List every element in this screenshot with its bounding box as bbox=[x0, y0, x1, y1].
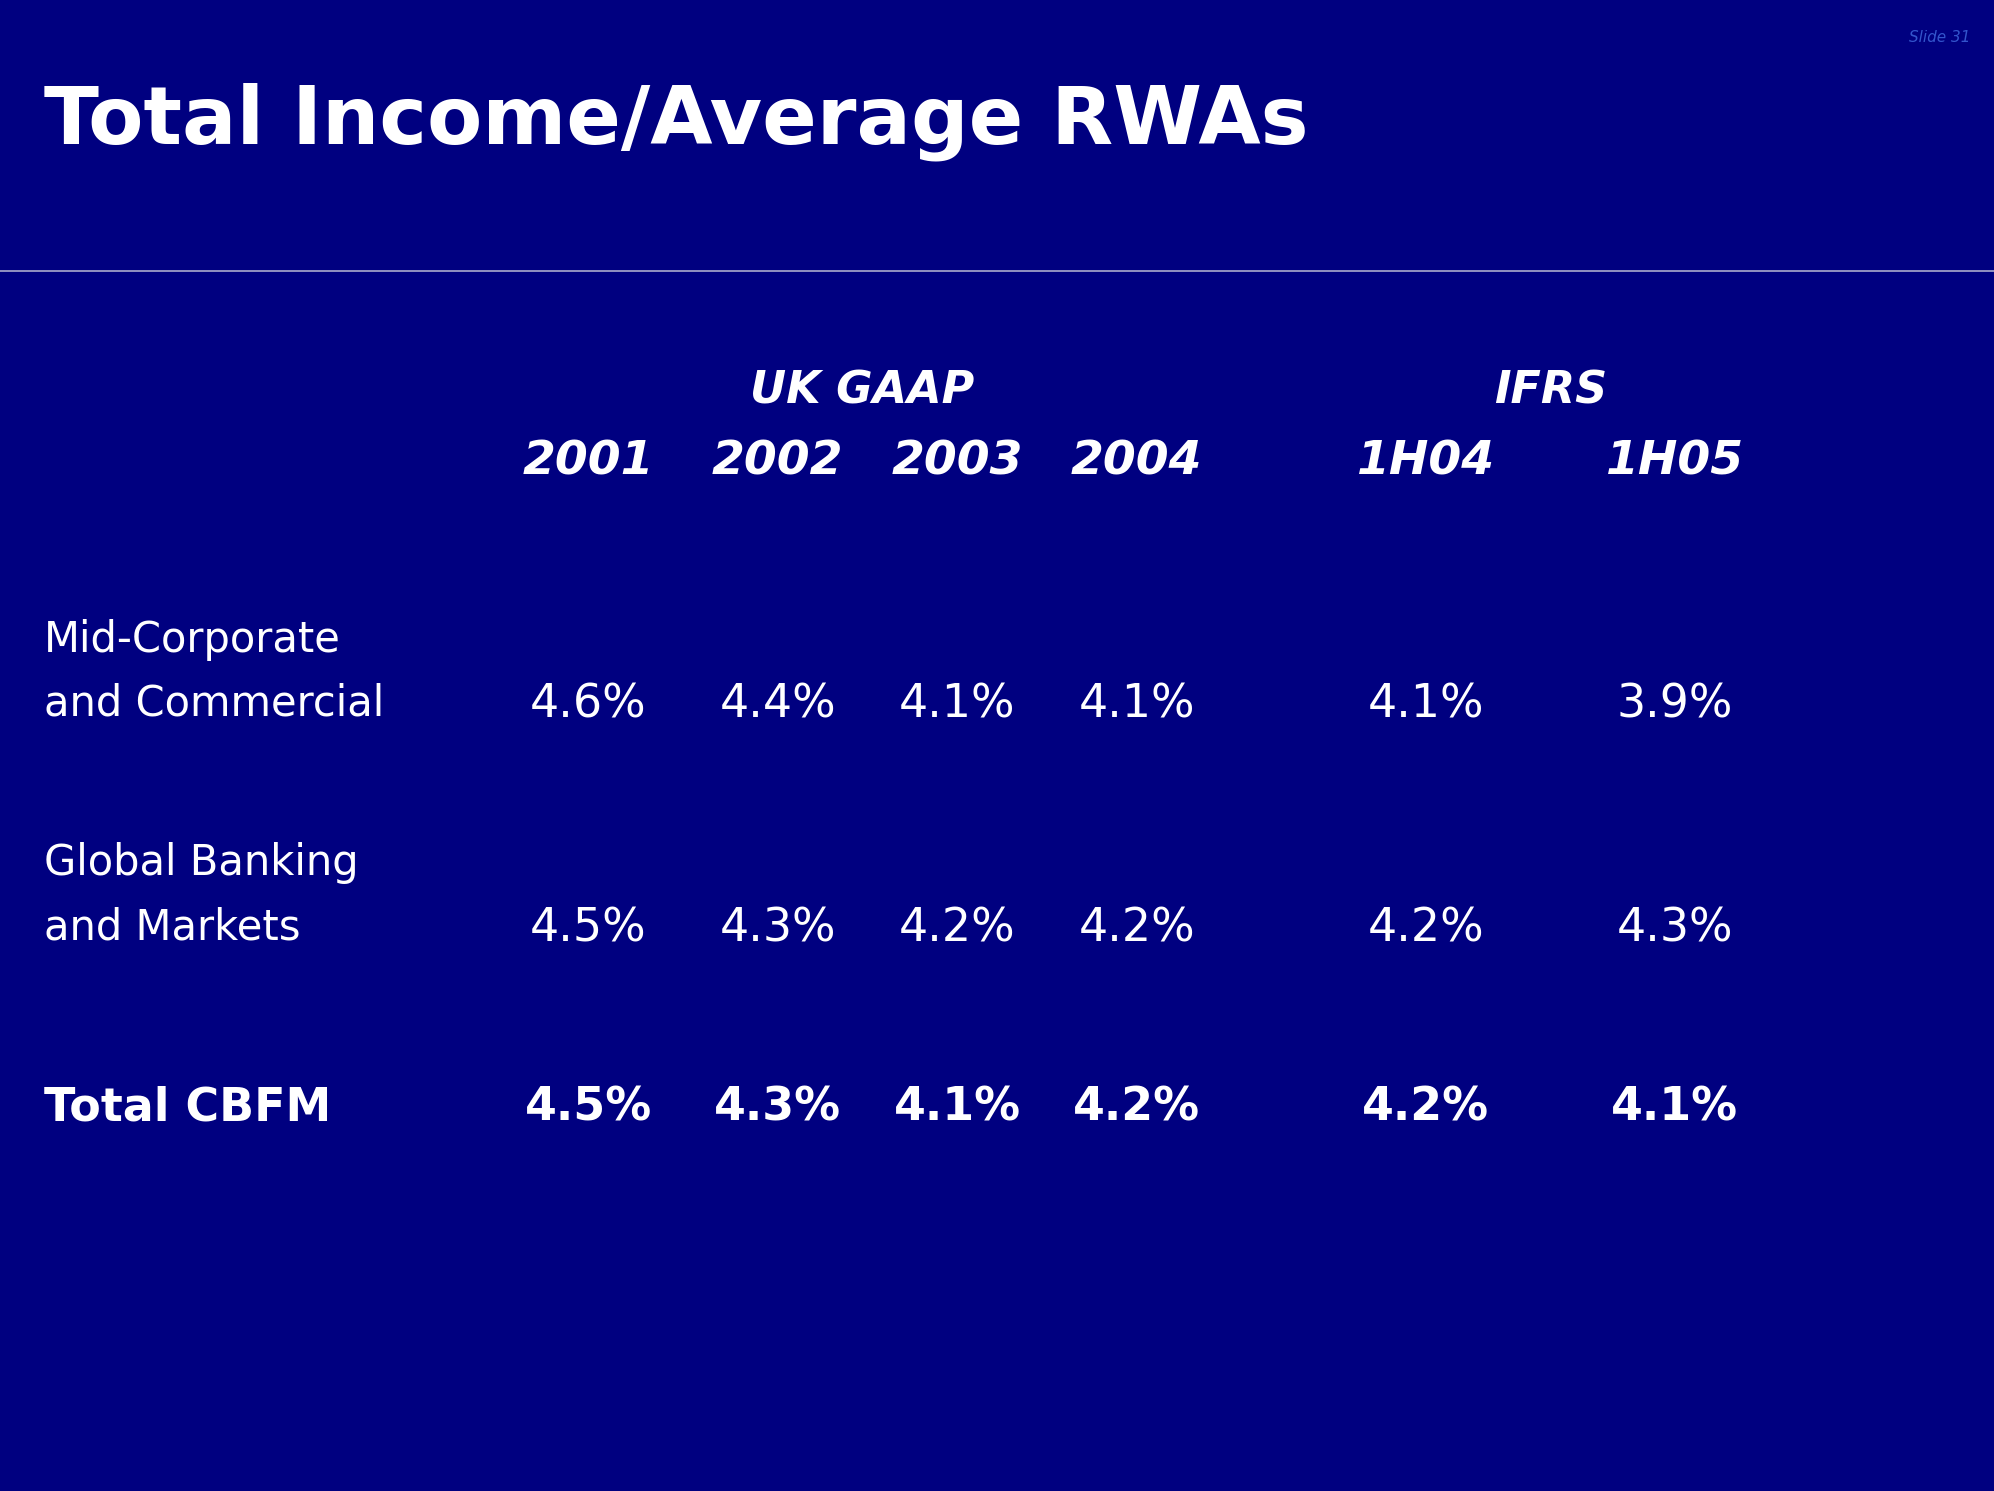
Text: and Markets: and Markets bbox=[44, 907, 301, 948]
Text: 1H05: 1H05 bbox=[1605, 440, 1745, 485]
Text: 4.3%: 4.3% bbox=[720, 907, 835, 951]
Text: 4.1%: 4.1% bbox=[899, 683, 1015, 728]
Text: 1H04: 1H04 bbox=[1356, 440, 1496, 485]
Text: Global Banking: Global Banking bbox=[44, 842, 359, 884]
Text: 2003: 2003 bbox=[891, 440, 1023, 485]
Text: Mid-Corporate: Mid-Corporate bbox=[44, 619, 341, 661]
Text: 4.2%: 4.2% bbox=[899, 907, 1015, 951]
Text: 4.3%: 4.3% bbox=[1617, 907, 1733, 951]
Text: 2002: 2002 bbox=[712, 440, 843, 485]
Text: 4.5%: 4.5% bbox=[530, 907, 646, 951]
Text: 4.2%: 4.2% bbox=[1368, 907, 1484, 951]
Text: IFRS: IFRS bbox=[1494, 370, 1607, 413]
Text: 2001: 2001 bbox=[522, 440, 654, 485]
Text: 4.2%: 4.2% bbox=[1079, 907, 1194, 951]
Text: 4.2%: 4.2% bbox=[1073, 1085, 1200, 1130]
Text: 4.2%: 4.2% bbox=[1362, 1085, 1490, 1130]
Text: Total Income/Average RWAs: Total Income/Average RWAs bbox=[44, 82, 1308, 161]
Text: 4.1%: 4.1% bbox=[1611, 1085, 1739, 1130]
Text: 3.9%: 3.9% bbox=[1617, 683, 1733, 728]
Text: 4.6%: 4.6% bbox=[530, 683, 646, 728]
Text: UK GAAP: UK GAAP bbox=[750, 370, 975, 413]
Text: and Commercial: and Commercial bbox=[44, 683, 385, 725]
Text: Slide 31: Slide 31 bbox=[1908, 30, 1970, 45]
Text: 4.5%: 4.5% bbox=[524, 1085, 652, 1130]
Text: 4.1%: 4.1% bbox=[1079, 683, 1194, 728]
Text: 4.1%: 4.1% bbox=[893, 1085, 1021, 1130]
Text: 4.4%: 4.4% bbox=[720, 683, 835, 728]
Text: 4.3%: 4.3% bbox=[714, 1085, 841, 1130]
Text: Total CBFM: Total CBFM bbox=[44, 1085, 331, 1130]
Text: 4.1%: 4.1% bbox=[1368, 683, 1484, 728]
Text: 2004: 2004 bbox=[1071, 440, 1202, 485]
